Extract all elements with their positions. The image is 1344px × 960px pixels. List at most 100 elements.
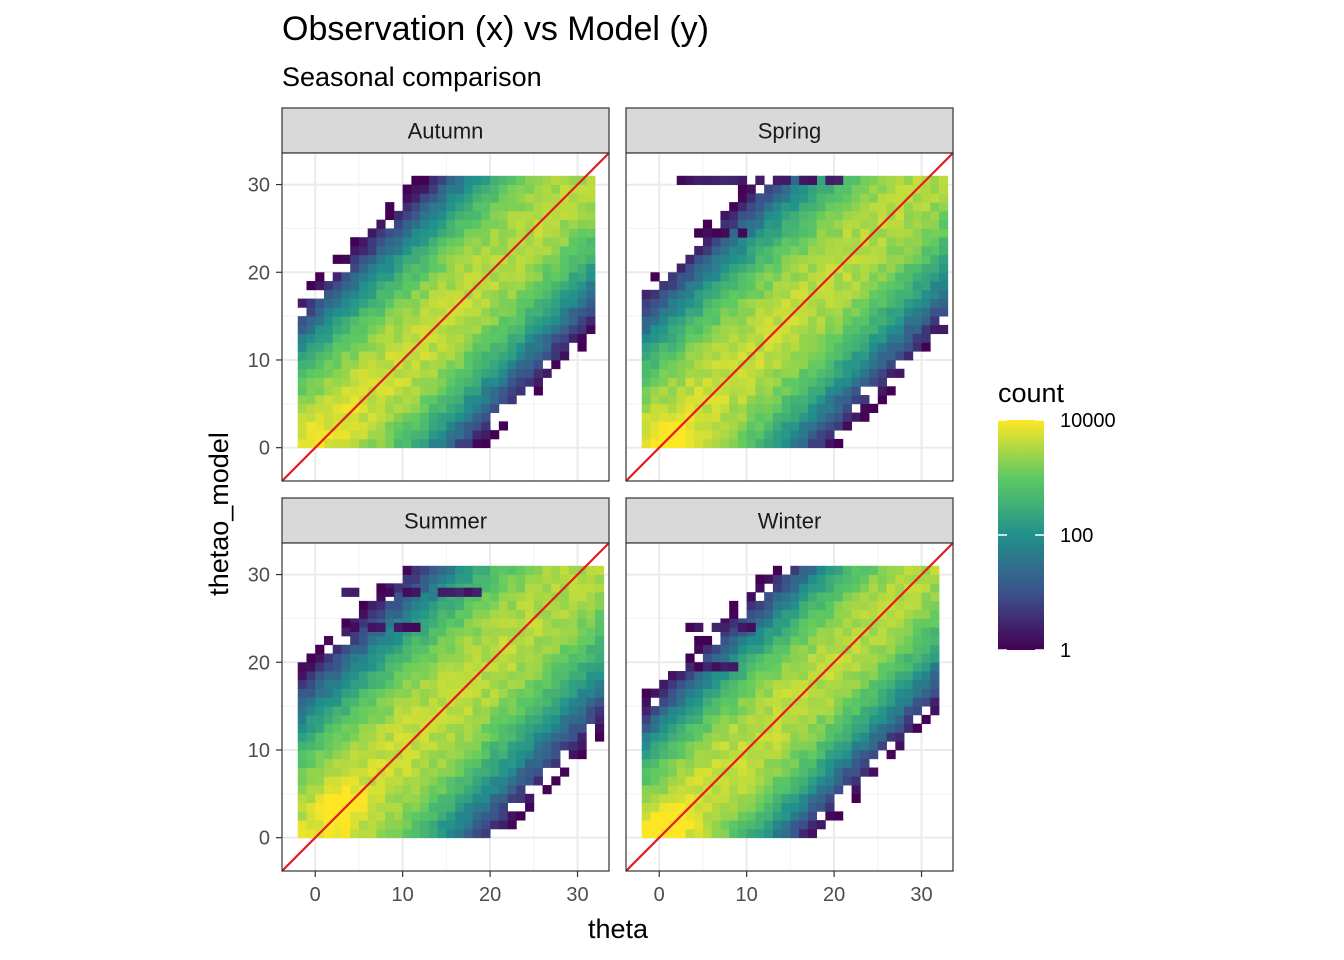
heatmap-bin <box>315 776 325 786</box>
heatmap-bin <box>481 714 491 725</box>
heatmap-bin <box>411 802 421 812</box>
heatmap-bin <box>525 175 535 185</box>
heatmap-bin <box>455 316 465 326</box>
heatmap-bin <box>420 342 430 352</box>
heatmap-bin <box>411 421 421 431</box>
heatmap-bin <box>393 758 404 768</box>
heatmap-bin <box>498 272 508 282</box>
heatmap-bin <box>498 368 508 378</box>
heatmap-bin <box>930 263 940 273</box>
heatmap-bin <box>816 219 826 229</box>
reference-line <box>281 542 610 872</box>
heatmap-bin-outlier <box>746 622 756 632</box>
heatmap-bin <box>764 644 774 654</box>
heatmap-bin <box>481 210 491 221</box>
heatmap-bin <box>533 210 543 221</box>
heatmap-bin <box>755 412 765 422</box>
heatmap-bin <box>772 767 783 777</box>
heatmap-bin <box>816 175 826 185</box>
heatmap-bin <box>825 263 835 273</box>
heatmap-bin <box>877 741 887 751</box>
heatmap-bin <box>385 272 395 282</box>
heatmap-bin <box>869 688 879 698</box>
heatmap-bin <box>437 600 447 611</box>
heatmap-bin <box>641 298 651 308</box>
heatmap-bin <box>428 202 439 212</box>
heatmap-bin <box>799 820 809 830</box>
heatmap-bin <box>367 412 377 422</box>
heatmap-bin <box>676 723 686 733</box>
heatmap-bin <box>702 421 713 431</box>
heatmap-bin <box>720 395 730 405</box>
heatmap-bin <box>420 618 430 628</box>
heatmap-bin <box>764 351 774 361</box>
heatmap-bin <box>551 254 561 264</box>
heatmap-bin <box>781 574 791 584</box>
heatmap-bin <box>358 254 369 264</box>
heatmap-bin <box>367 828 377 839</box>
heatmap-bin <box>912 210 922 221</box>
heatmap-bin <box>402 386 412 396</box>
heatmap-bin <box>551 627 561 637</box>
heatmap-bin <box>877 316 887 326</box>
heatmap-bin <box>825 749 835 760</box>
heatmap-bin <box>472 184 482 194</box>
heatmap-bin <box>586 324 596 335</box>
heatmap-bin <box>586 298 596 308</box>
heatmap-bin <box>729 254 739 264</box>
heatmap-bin <box>455 618 465 628</box>
heatmap-bin <box>772 565 783 575</box>
heatmap-bin <box>586 245 596 256</box>
heatmap-bin <box>816 210 826 221</box>
heatmap-bin <box>402 723 412 733</box>
heatmap-bin <box>790 438 800 449</box>
heatmap-bin <box>490 281 500 291</box>
heatmap-bin <box>799 386 809 396</box>
heatmap-bin <box>393 377 404 387</box>
heatmap-bin <box>904 281 914 291</box>
heatmap-bin <box>586 307 596 317</box>
heatmap-bin <box>577 307 587 317</box>
heatmap-bin <box>376 237 386 247</box>
heatmap-bin <box>702 237 713 247</box>
heatmap-bin <box>341 767 351 777</box>
heatmap-bin <box>869 679 879 689</box>
heatmap-bin <box>930 184 940 194</box>
heatmap-bin <box>376 403 386 413</box>
heatmap-bin <box>367 767 377 777</box>
heatmap-bin <box>755 237 765 247</box>
heatmap-bin <box>842 184 852 194</box>
heatmap-bin <box>568 175 578 185</box>
heatmap-bin <box>577 245 587 256</box>
heatmap-bin <box>542 714 552 725</box>
heatmap-bin <box>385 618 395 628</box>
heatmap-bin <box>694 785 704 795</box>
heatmap-bin <box>851 263 861 273</box>
heatmap-bin <box>402 333 412 343</box>
heatmap-bin <box>586 671 596 681</box>
heatmap-bin <box>790 592 800 602</box>
heatmap-bin <box>385 430 395 440</box>
heatmap-bin-outlier <box>729 175 739 185</box>
heatmap-bin <box>807 758 818 768</box>
heatmap-bin <box>781 820 791 830</box>
heatmap-bin <box>393 228 404 238</box>
heatmap-bin <box>420 368 430 378</box>
heatmap-bin <box>306 688 316 698</box>
heatmap-bin <box>641 395 651 405</box>
heatmap-bin <box>542 228 552 238</box>
heatmap-bin <box>428 368 439 378</box>
heatmap-bin <box>568 228 578 238</box>
heatmap-bin <box>525 732 535 742</box>
heatmap-bin <box>358 758 369 768</box>
heatmap-bin <box>533 688 543 698</box>
heatmap-bin <box>790 671 800 681</box>
heatmap-bin <box>411 662 421 672</box>
heatmap-bin <box>877 671 887 681</box>
heatmap-bin <box>507 688 517 698</box>
heatmap-bin <box>781 600 791 611</box>
heatmap-bin <box>490 193 500 203</box>
heatmap-bin <box>551 342 561 352</box>
heatmap-bin <box>869 368 879 378</box>
heatmap-bin-outlier <box>720 228 730 238</box>
